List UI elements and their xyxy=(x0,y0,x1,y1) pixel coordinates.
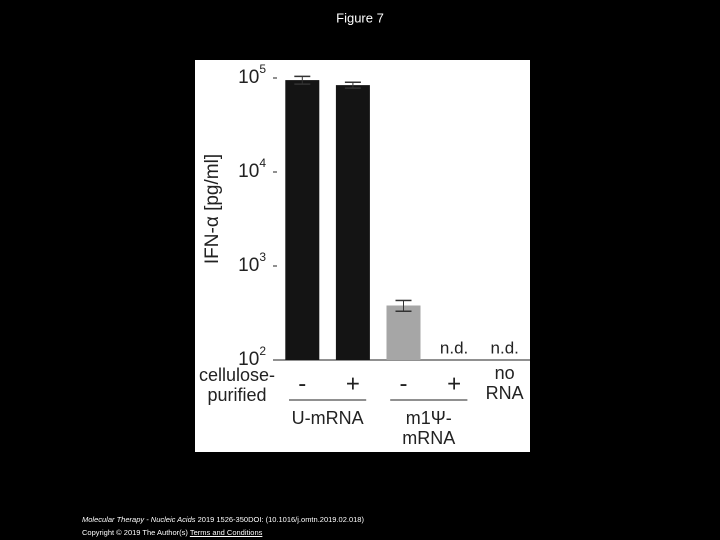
x-tick-label: + xyxy=(346,370,360,397)
citation: 2019 1526-350DOI: (10.1016/j.omtn.2019.0… xyxy=(197,515,364,524)
group-label: U-mRNA xyxy=(291,408,364,428)
bar xyxy=(386,305,421,360)
row-label-box: cellulose-purified xyxy=(198,365,276,405)
y-tick-base: 10 xyxy=(238,255,259,276)
x-tick-label: - xyxy=(298,370,306,397)
row-label: cellulose-purified xyxy=(198,365,276,405)
group-label-box: U-mRNA xyxy=(291,408,364,428)
y-tick-exp: 3 xyxy=(259,250,266,264)
value-label: n.d. xyxy=(440,338,468,357)
y-tick-base: 10 xyxy=(238,161,259,182)
footer-citation: Molecular Therapy - Nucleic Acids 2019 1… xyxy=(82,515,364,524)
bar xyxy=(285,80,320,360)
x-tick-label: + xyxy=(447,370,461,397)
group-label-box: m1Ψ-mRNA xyxy=(402,408,456,448)
group-label: m1Ψ-mRNA xyxy=(402,408,456,448)
y-tick-base: 10 xyxy=(238,67,259,88)
copyright: Copyright © 2019 The Author(s) xyxy=(82,528,188,537)
footer-copyright: Copyright © 2019 The Author(s) Terms and… xyxy=(82,528,262,537)
slide-title: Figure 7 xyxy=(336,10,384,25)
y-tick-exp: 4 xyxy=(259,156,266,170)
y-tick-label: 103 xyxy=(238,250,266,276)
journal: Molecular Therapy - Nucleic Acids xyxy=(82,515,196,524)
terms-link[interactable]: Terms and Conditions xyxy=(189,528,263,537)
y-tick-exp: 5 xyxy=(259,62,266,76)
x-tick-label-box: no RNA xyxy=(485,363,524,403)
y-tick-base: 10 xyxy=(238,349,259,370)
x-tick-label: - xyxy=(400,370,408,397)
y-tick-label: 102 xyxy=(238,344,266,370)
y-tick-exp: 2 xyxy=(259,344,266,358)
y-tick-label: 105 xyxy=(238,62,266,88)
bar xyxy=(335,85,370,361)
value-label: n.d. xyxy=(491,338,519,357)
y-axis-label: IFN-α [pg/ml] xyxy=(202,154,223,264)
x-tick-label: no RNA xyxy=(485,363,524,403)
y-tick-label: 104 xyxy=(238,156,266,182)
